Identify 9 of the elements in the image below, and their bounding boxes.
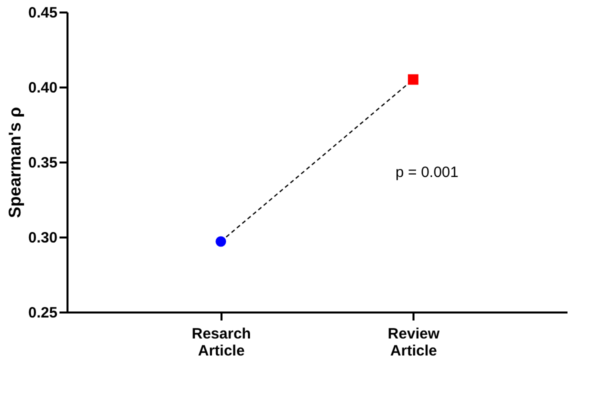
y-tick-label: 0.35: [28, 154, 58, 172]
y-axis-title: Spearman's ρ: [5, 107, 24, 218]
x-tick-label: Resarch Article: [192, 326, 251, 360]
y-tick-label: 0.45: [28, 4, 58, 22]
x-tick-label: Review Article: [388, 326, 440, 360]
y-tick-label: 0.25: [28, 304, 58, 322]
y-tick-label: 0.40: [28, 80, 58, 96]
annotation: p = 0.001: [396, 164, 458, 181]
y-tick-label: 0.30: [28, 230, 58, 246]
